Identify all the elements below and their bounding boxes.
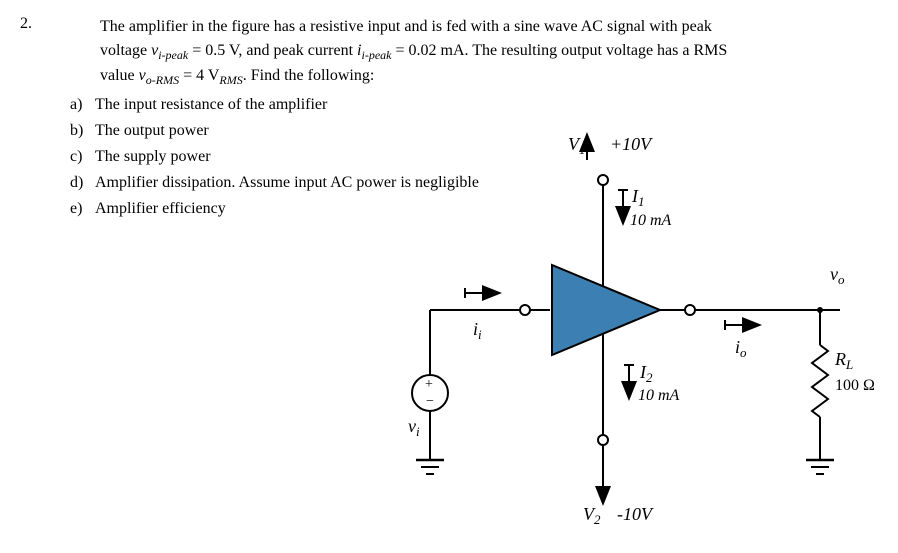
item-c-label: c)	[70, 145, 95, 169]
item-e-text: Amplifier efficiency	[95, 200, 226, 217]
i1-val: 10 mA	[630, 212, 672, 229]
item-a-label: a)	[70, 93, 95, 117]
item-b-text: The output power	[95, 122, 209, 139]
problem-intro: The amplifier in the figure has a resist…	[100, 15, 880, 89]
vi-plus: +	[425, 377, 433, 392]
intro-line1: The amplifier in the figure has a resist…	[100, 18, 712, 35]
ii-label: ii	[473, 319, 482, 342]
problem-number: 2.	[20, 15, 32, 33]
item-e-label: e)	[70, 197, 95, 221]
v2-terminal	[598, 435, 608, 445]
node-output	[817, 307, 823, 313]
vi-minus: −	[426, 394, 434, 409]
i2-label: I2	[639, 362, 653, 385]
resistor-rl	[812, 345, 828, 417]
v2-val: -10V	[617, 504, 654, 524]
vi-label: vi	[408, 416, 420, 439]
v-i-peak-sub: i-peak	[158, 48, 188, 62]
v1-label: V1	[568, 134, 586, 157]
v-i-peak-eq: = 0.5 V, and peak current	[188, 42, 357, 59]
v-rms-sub: RMS	[219, 73, 242, 87]
v-o-rms-sub: o-RMS	[146, 73, 179, 87]
item-a-text: The input resistance of the amplifier	[95, 96, 327, 113]
i-i-peak-eq: = 0.02 mA. The resulting output voltage …	[391, 42, 727, 59]
v-o-rms-eq: = 4 V	[179, 67, 219, 84]
input-terminal	[520, 305, 530, 315]
intro-line2-pre: voltage	[100, 42, 151, 59]
i2-val: 10 mA	[638, 387, 680, 404]
item-a: a)The input resistance of the amplifier	[70, 93, 880, 117]
output-terminal	[685, 305, 695, 315]
amplifier-triangle	[552, 265, 660, 355]
item-c-text: The supply power	[95, 148, 211, 165]
i-i-peak-sub: i-peak	[361, 48, 391, 62]
v-o-rms-sym: v	[139, 67, 146, 84]
io-label: io	[735, 337, 747, 360]
v1-terminal	[598, 175, 608, 185]
circuit-diagram: V1 +10V I1 10 mA V2 -10V I2 10 mA + − vi…	[370, 130, 890, 550]
vo-label: vo	[830, 264, 845, 287]
intro-line3-pre: value	[100, 67, 139, 84]
intro-line3-post: . Find the following:	[243, 67, 375, 84]
v1-val: +10V	[610, 134, 653, 154]
item-b-label: b)	[70, 119, 95, 143]
i1-label: I1	[631, 186, 645, 209]
v2-label: V2	[583, 504, 601, 527]
rl-val: 100 Ω	[835, 377, 875, 394]
item-d-label: d)	[70, 171, 95, 195]
rl-label: RL	[834, 349, 853, 372]
